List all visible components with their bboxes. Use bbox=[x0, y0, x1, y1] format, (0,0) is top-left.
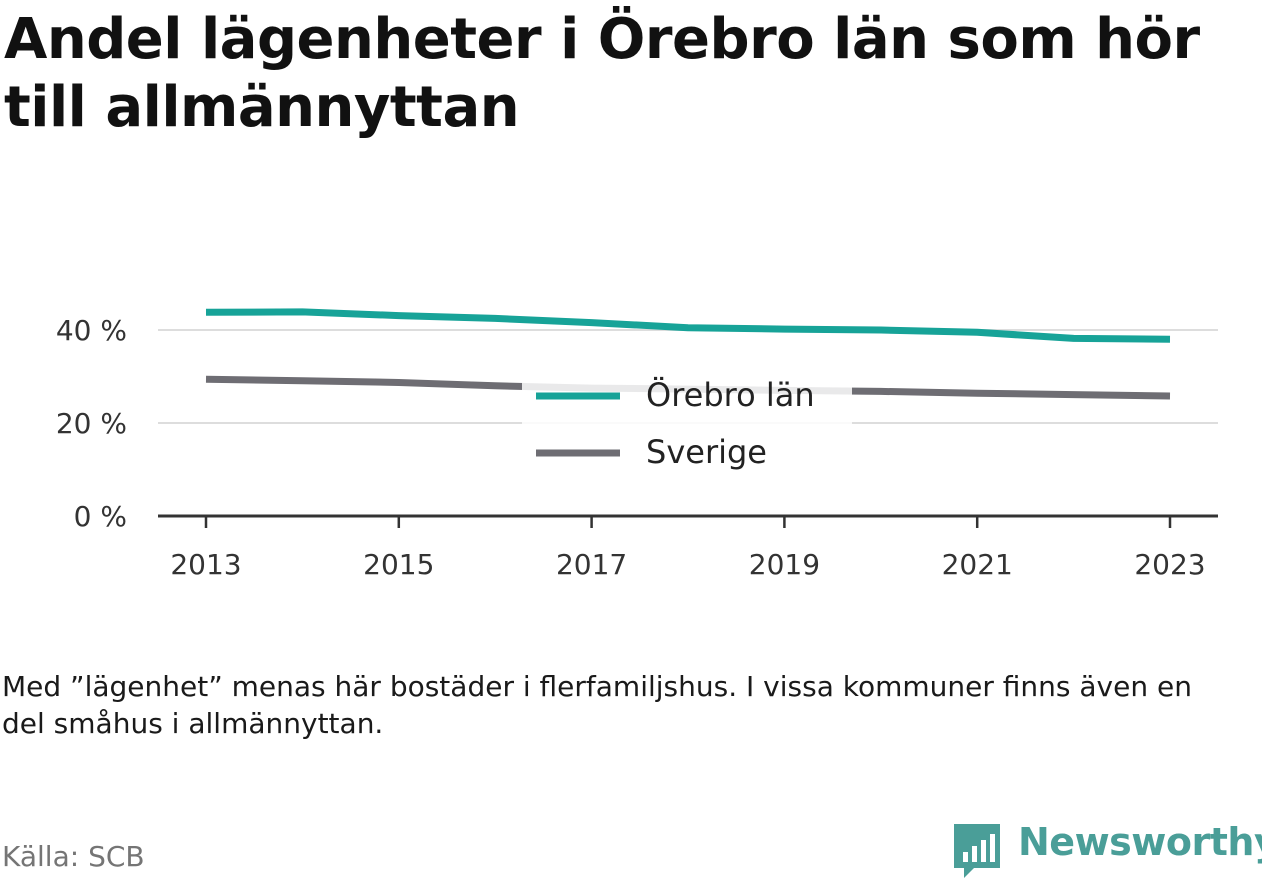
source-label: Källa: SCB bbox=[2, 840, 145, 873]
legend-label: Örebro län bbox=[646, 376, 815, 414]
chart-title: Andel lägenheter i Örebro län som hör ti… bbox=[4, 7, 1200, 140]
x-tick-label: 2021 bbox=[942, 548, 1013, 581]
y-tick-label: 20 % bbox=[56, 407, 127, 440]
brand-name: Newsworthy bbox=[1018, 820, 1262, 864]
y-tick-label: 40 % bbox=[56, 314, 127, 347]
line-chart: 0 % 20 % 40 % 2013 2015 2017 2019 2021 2023 Öreb… bbox=[56, 308, 1218, 581]
x-tick-label: 2019 bbox=[749, 548, 820, 581]
legend-background bbox=[522, 368, 852, 484]
axes: 0 % 20 % 40 % 2013 2015 2017 2019 2021 2023 bbox=[56, 314, 1218, 581]
x-tick-label: 2015 bbox=[363, 548, 434, 581]
x-tick-label: 2013 bbox=[170, 548, 241, 581]
series-line-orebro bbox=[205, 308, 1171, 343]
brand-logo: Newsworthy bbox=[952, 818, 1262, 878]
y-tick-label: 0 % bbox=[74, 500, 127, 533]
x-tick-label: 2017 bbox=[556, 548, 627, 581]
newsworthy-logo-icon bbox=[954, 824, 1000, 878]
footnote: Med ”lägenhet” menas här bostäder i fler… bbox=[2, 670, 1192, 740]
legend-label: Sverige bbox=[646, 433, 767, 471]
legend: Örebro län Sverige bbox=[522, 368, 852, 484]
x-tick-label: 2023 bbox=[1134, 548, 1205, 581]
